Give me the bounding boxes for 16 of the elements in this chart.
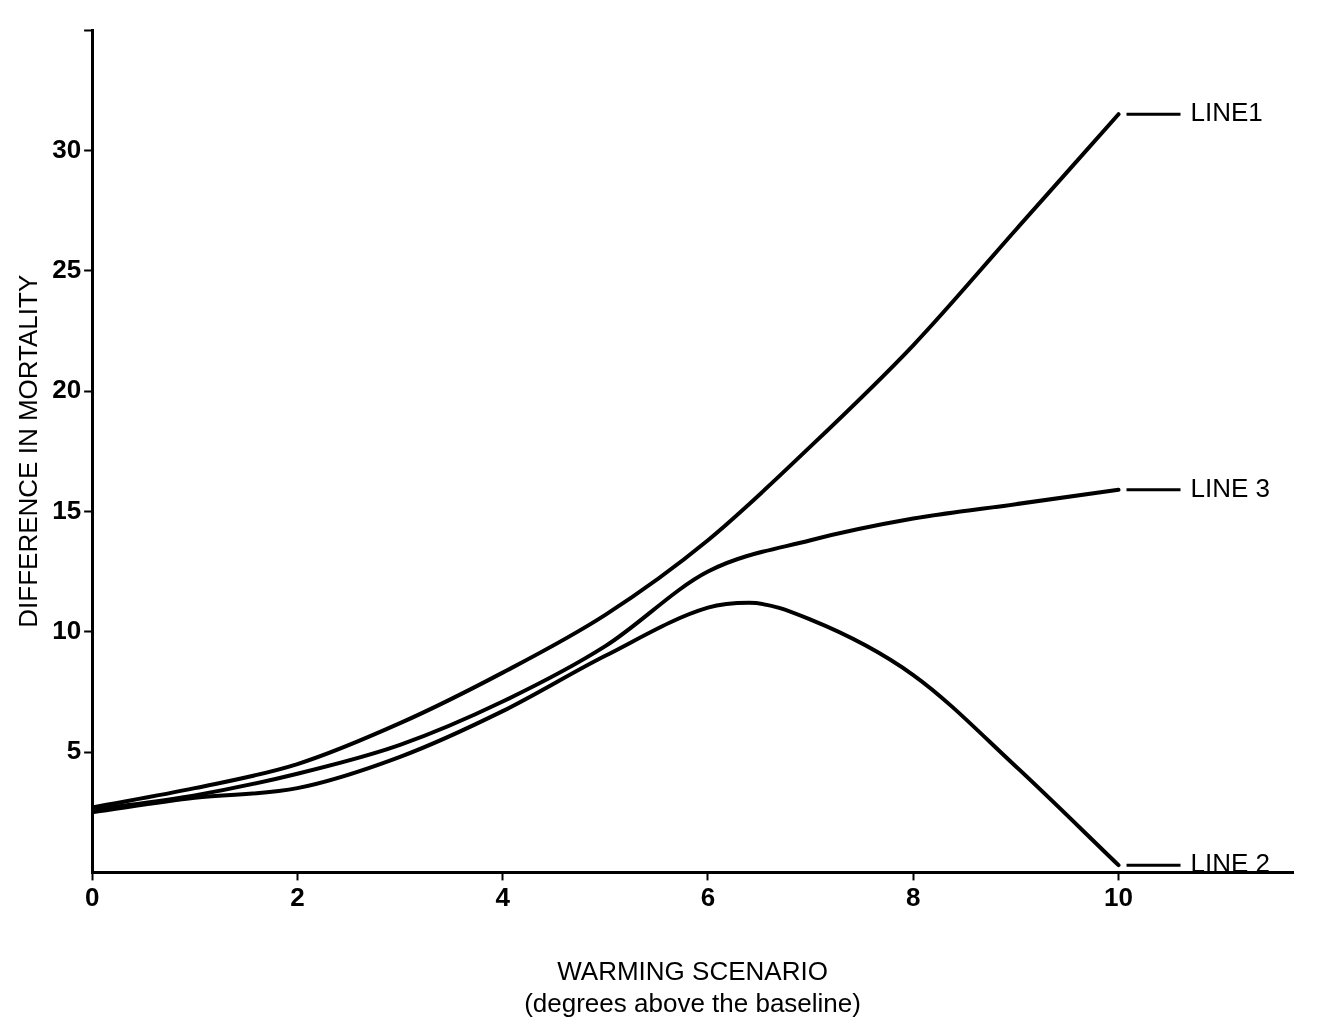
x-tick-label: 10 xyxy=(1104,882,1133,913)
y-tick-label: 15 xyxy=(52,494,82,525)
x-tick-label: 8 xyxy=(906,882,921,913)
x-tick-label: 2 xyxy=(290,882,305,913)
y-tick-label: 30 xyxy=(52,133,82,164)
legend-label: LINE 3 xyxy=(1190,472,1271,503)
y-tick-label: 20 xyxy=(52,374,82,405)
x-tick-label: 6 xyxy=(700,882,716,913)
x-tick-label: 4 xyxy=(495,882,511,913)
y-tick-label: 5 xyxy=(66,735,82,766)
y-axis-title: DIFFERENCE IN MORTALITY xyxy=(12,274,43,628)
x-tick-label: 0 xyxy=(84,882,100,913)
y-tick-label: 25 xyxy=(52,253,82,284)
y-tick-label: 10 xyxy=(52,614,82,645)
x-axis-title: WARMING SCENARIO (degrees above the baseline) xyxy=(524,956,861,1018)
legend-label: LINE1 xyxy=(1190,97,1263,128)
